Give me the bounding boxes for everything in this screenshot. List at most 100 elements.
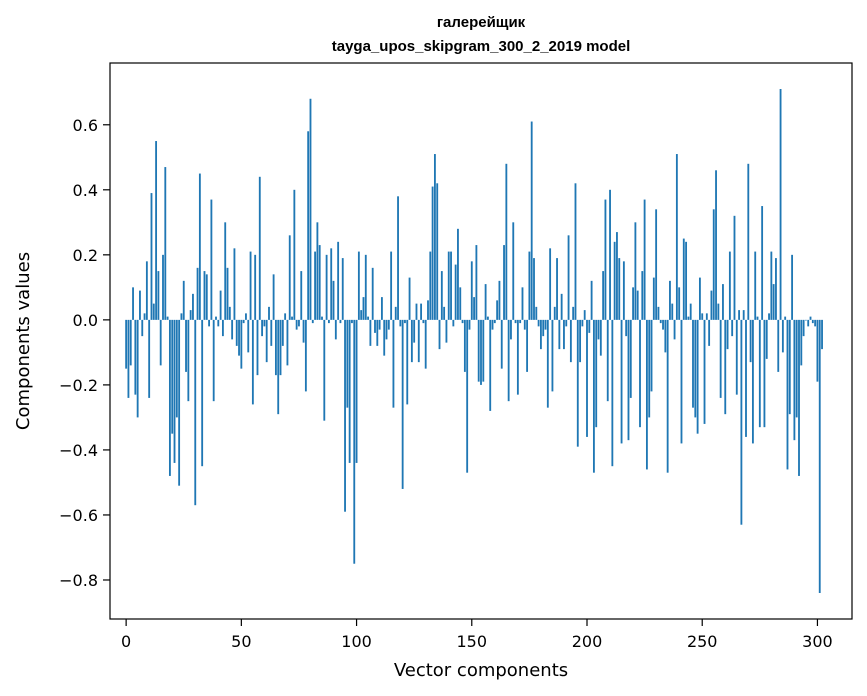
bar-component-17 [164,167,167,320]
bar-component-81 [311,319,314,324]
bar-component-237 [671,303,674,320]
bar-component-76 [300,271,303,320]
bar-component-51 [242,319,245,324]
bar-component-255 [712,209,715,320]
bar-component-202 [590,280,593,320]
bar-component-265 [735,319,738,395]
bar-component-143 [454,264,457,320]
bar-component-49 [238,319,240,356]
x-axis-label: Vector components [394,660,568,681]
bar-component-70 [286,319,289,366]
bar-component-296 [807,319,810,327]
bar-component-84 [318,245,321,320]
bar-component-119 [399,319,402,327]
bar-component-205 [597,319,600,340]
bar-component-89 [330,248,333,320]
bar-component-222 [636,290,639,320]
bar-component-60 [263,319,266,327]
bar-component-263 [731,319,734,337]
x-tick-label: 200 [572,632,603,651]
bar-component-170 [516,319,519,395]
bar-component-4 [134,319,137,395]
x-tick-label: 250 [687,632,718,651]
bar-component-274 [756,316,759,320]
bar-component-246 [692,319,694,408]
bar-component-72 [291,316,293,320]
bar-component-104 [364,254,367,320]
bar-component-93 [339,319,342,324]
bar-component-230 [655,209,658,320]
bar-component-67 [279,319,282,376]
y-axis-label: Components values [13,252,34,430]
bar-component-301 [818,319,821,593]
bar-component-189 [560,293,563,320]
bar-component-225 [643,199,646,320]
bar-component-211 [611,319,614,467]
bar-component-94 [341,258,344,320]
bar-component-21 [173,319,176,463]
bar-component-113 [385,319,388,340]
bar-component-83 [316,222,319,320]
bar-component-129 [422,319,425,324]
y-tick-label: −0.8 [59,571,98,590]
bar-component-122 [406,319,409,405]
bar-component-131 [427,300,429,320]
bar-component-239 [675,154,678,320]
bar-component-8 [143,313,146,320]
bar-component-142 [452,319,455,327]
bar-component-153 [477,319,480,382]
bar-component-157 [486,316,489,320]
bar-component-25 [182,280,185,320]
bar-component-40 [217,319,220,327]
bar-component-280 [770,251,773,320]
bar-component-61 [265,319,268,363]
bar-component-112 [383,319,386,356]
bar-component-287 [786,319,789,470]
bar-component-270 [747,163,750,320]
bar-component-128 [420,303,423,320]
bar-component-47 [233,248,236,320]
bar-component-79 [307,131,310,320]
bar-component-148 [466,319,469,473]
bar-component-231 [657,306,660,320]
bar-component-229 [652,277,655,320]
bar-component-192 [567,235,570,320]
bar-component-125 [413,319,416,343]
x-tick-label: 0 [121,632,131,651]
bar-component-241 [680,319,683,444]
y-tick-label: 0.6 [73,116,98,135]
chart-subtitle: tayga_upos_skipgram_300_2_2019 model [332,38,631,55]
bar-component-277 [763,319,766,428]
bar-component-171 [519,319,522,324]
bar-component-39 [215,316,217,320]
bar-component-279 [768,313,770,320]
bar-component-88 [327,319,330,324]
bar-component-268 [742,310,745,320]
bar-component-176 [530,121,533,320]
bar-component-191 [565,319,568,327]
y-tick-label: 0.0 [73,311,98,330]
bar-component-289 [791,254,794,320]
bar-component-249 [698,277,701,320]
bar-component-90 [332,280,335,320]
y-tick-label: −0.6 [59,506,98,525]
bar-component-118 [397,196,399,320]
bar-component-35 [205,274,208,320]
bar-component-199 [583,310,586,320]
bar-component-179 [537,319,540,327]
bar-component-266 [738,310,741,320]
bar-component-140 [447,251,450,320]
bar-component-16 [162,254,164,320]
bar-component-55 [251,319,254,405]
bar-component-38 [212,319,215,402]
bar-component-77 [302,319,305,343]
bar-component-220 [632,287,635,320]
bar-component-73 [293,189,296,320]
bar-component-286 [784,316,787,320]
bar-component-185 [551,319,554,392]
bar-component-53 [247,319,250,353]
bar-component-149 [468,319,471,330]
bar-component-109 [376,319,379,346]
bar-component-245 [689,303,692,320]
